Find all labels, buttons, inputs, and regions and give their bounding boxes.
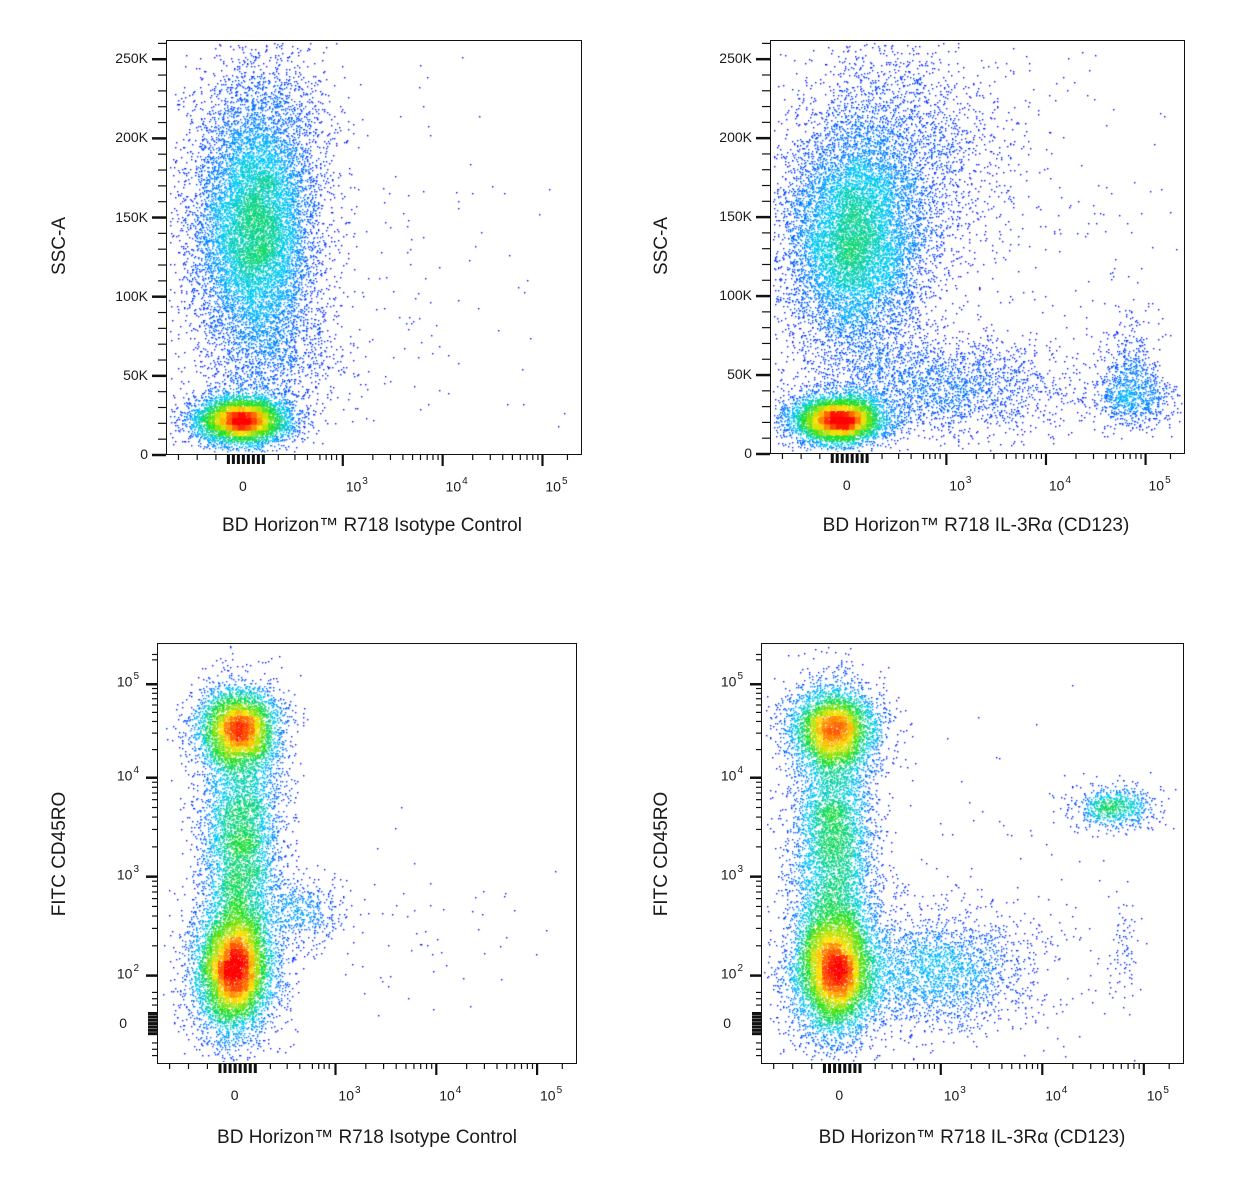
x-tick-label: 103 xyxy=(949,475,972,494)
density-dot-plot xyxy=(167,41,580,453)
y-tick-label: 0 xyxy=(119,1015,127,1031)
y-tick-label: 200K xyxy=(719,129,752,146)
x-tick-label: 105 xyxy=(540,1085,563,1104)
plot-area-bottom-left xyxy=(157,643,577,1064)
x-tick-label: 105 xyxy=(545,476,568,495)
y-tick-label: 50K xyxy=(123,366,148,383)
y-tick-label: 105 xyxy=(116,671,139,690)
plot-area-top-right xyxy=(770,40,1185,454)
y-tick-label: 50K xyxy=(727,366,752,383)
x-tick-label: 0 xyxy=(239,478,247,494)
y-tick-label: 102 xyxy=(116,962,139,982)
x-tick-label: 105 xyxy=(1146,1085,1169,1104)
density-dot-plot xyxy=(158,644,575,1062)
x-tick-label: 0 xyxy=(842,477,851,493)
y-tick-label: 104 xyxy=(116,764,139,784)
y-tick-label: 150K xyxy=(115,208,148,225)
y-tick-label: 100K xyxy=(719,287,752,304)
x-tick-label: 104 xyxy=(1048,475,1072,494)
y-tick-label: 103 xyxy=(116,863,139,883)
x-tick-label: 103 xyxy=(338,1085,361,1104)
y-tick-label: 104 xyxy=(720,764,743,784)
x-tick-label: 103 xyxy=(943,1085,966,1104)
density-dot-plot xyxy=(762,644,1182,1062)
y-tick-label: 102 xyxy=(720,962,743,982)
x-tick-label: 104 xyxy=(445,476,468,495)
y-tick-label: 100K xyxy=(115,287,148,304)
x-axis-label-top-left: BD Horizon™ R718 Isotype Control xyxy=(222,515,522,536)
x-axis-label-top-right: BD Horizon™ R718 IL-3Rα (CD123) xyxy=(822,515,1130,536)
x-tick-label: 105 xyxy=(1148,475,1171,494)
y-tick-label: 150K xyxy=(719,208,752,225)
x-axis-label-bottom-left: BD Horizon™ R718 Isotype Control xyxy=(217,1127,517,1148)
x-tick-label: 104 xyxy=(1045,1085,1068,1104)
x-tick-label: 0 xyxy=(230,1087,239,1103)
y-tick-label: 250K xyxy=(115,50,148,67)
y-tick-label: 0 xyxy=(140,446,148,462)
y-tick-label: 250K xyxy=(719,50,752,67)
y-axis-label-top-right: SSC-A xyxy=(651,216,672,276)
density-dot-plot xyxy=(771,41,1183,452)
x-tick-label: 0 xyxy=(835,1087,844,1103)
y-tick-label: 0 xyxy=(744,445,752,461)
plot-area-top-left xyxy=(166,40,582,455)
y-tick-label: 0 xyxy=(723,1015,731,1031)
plot-area-bottom-right xyxy=(761,643,1184,1064)
x-axis-label-bottom-right: BD Horizon™ R718 IL-3Rα (CD123) xyxy=(818,1127,1126,1148)
y-tick-label: 105 xyxy=(720,671,743,690)
x-tick-label: 103 xyxy=(345,476,368,495)
y-tick-label: 103 xyxy=(720,863,743,883)
y-axis-label-bottom-right: FITC CD45RO xyxy=(651,791,672,917)
y-axis-label-bottom-left: FITC CD45RO xyxy=(49,791,70,917)
x-tick-label: 104 xyxy=(439,1085,462,1104)
y-tick-label: 200K xyxy=(115,129,148,146)
y-axis-label-top-left: SSC-A xyxy=(49,216,70,276)
